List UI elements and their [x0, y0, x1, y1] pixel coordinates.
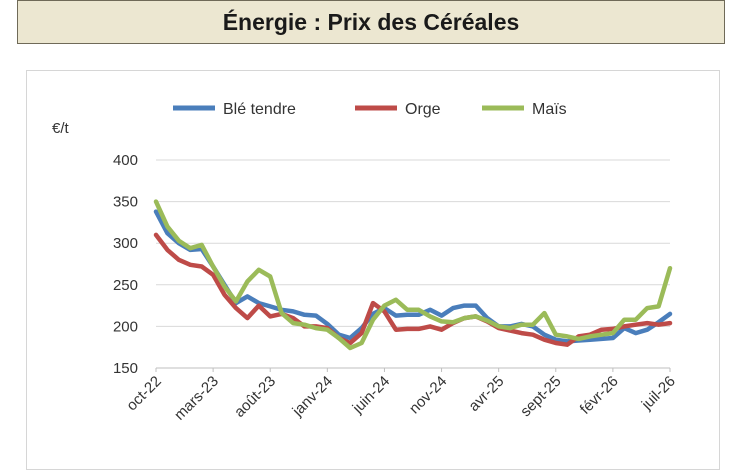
x-tick-label-1: mars-23 [171, 373, 222, 424]
legend-label-1: Orge [405, 101, 441, 118]
x-tick-label-2: août-23 [231, 373, 279, 421]
legend-label-0: Blé tendre [223, 101, 296, 118]
legend-label-2: Maïs [532, 101, 567, 118]
price-line-chart: 150 200 250 300 350 400 oct-22 mars-23 août-23 ja… [52, 101, 679, 424]
series-line-0 [153, 209, 673, 344]
x-tick-label-0: oct-22 [123, 373, 165, 415]
series-line-1 [153, 232, 673, 347]
y-axis-unit-label: €/t [52, 120, 70, 137]
x-tick-label-3: janv-24 [289, 373, 337, 421]
page-title: Énergie : Prix des Céréales [222, 8, 520, 35]
y-tick-label-150: 150 [113, 360, 138, 377]
x-tick-label-6: avr-25 [465, 373, 507, 415]
x-tick-label-4: juin-24 [349, 373, 394, 418]
y-tick-label-200: 200 [113, 318, 138, 335]
series-line-2 [153, 199, 673, 351]
y-tick-label-350: 350 [113, 194, 138, 211]
title-banner: Énergie : Prix des Céréales [17, 0, 725, 44]
y-tick-label-400: 400 [113, 152, 138, 169]
x-tick-label-5: nov-24 [406, 373, 450, 417]
x-tick-label-7: sept-25 [517, 373, 564, 420]
y-tick-label-250: 250 [113, 277, 138, 294]
x-tick-label-8: févr-26 [577, 373, 622, 418]
y-tick-label-300: 300 [113, 235, 138, 252]
x-tick-label-9: juil-26 [638, 373, 679, 414]
